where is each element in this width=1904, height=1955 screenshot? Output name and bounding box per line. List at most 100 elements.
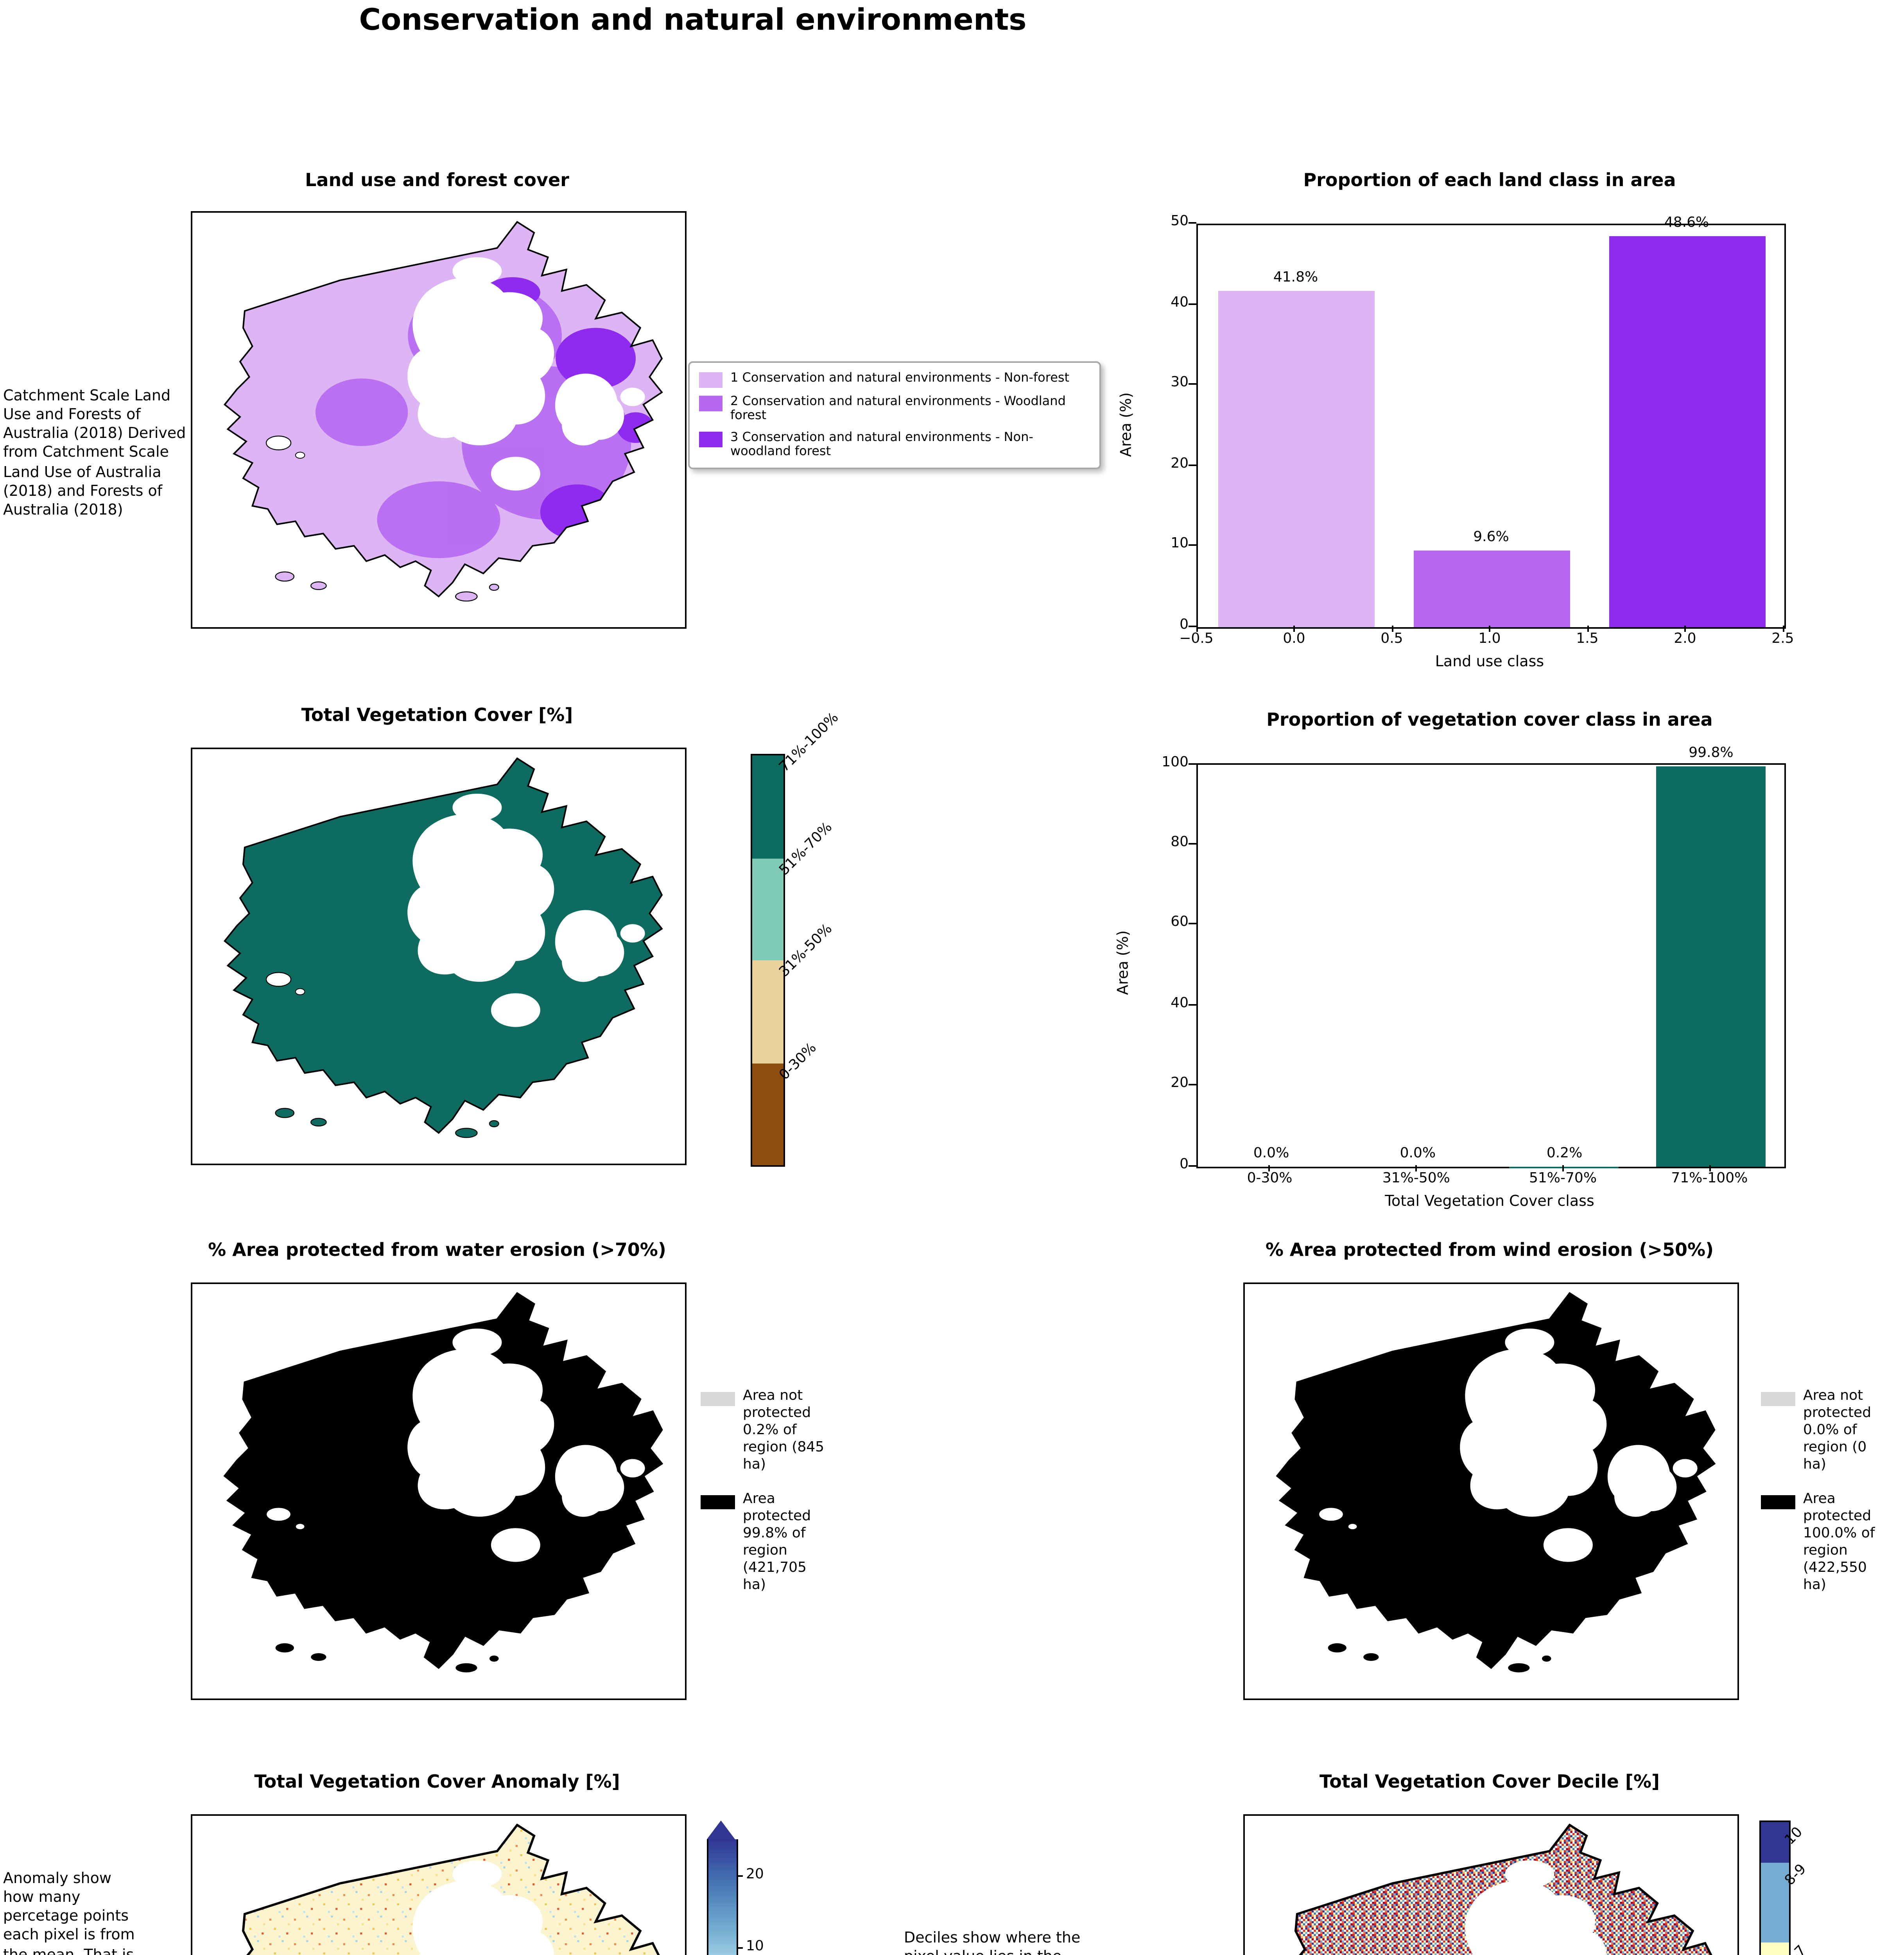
decile-colorbar: [1759, 1820, 1791, 1955]
y-tick-label: 20: [1171, 456, 1189, 472]
region-islands: [1328, 1643, 1551, 1673]
colorbar-segment: [1761, 1862, 1789, 1942]
legend-swatch-nonwoodland: [699, 431, 723, 447]
bar-land-class-0: [1217, 291, 1374, 627]
colorbar-segment: [752, 960, 783, 1063]
tick-mark: [1489, 626, 1490, 632]
colorbar-segment: [752, 1063, 783, 1165]
decile-map: [1243, 1814, 1739, 1955]
tick-mark: [1391, 626, 1393, 632]
tick-mark: [1189, 625, 1196, 626]
veg-cover-map-svg: [224, 757, 663, 1139]
bar-value-label: 41.8%: [1273, 271, 1318, 287]
colorbar-segment: [1761, 1822, 1789, 1862]
legend-item: Area not protected 0.0% of region (0 ha): [1761, 1389, 1894, 1474]
y-tick-label: 40: [1171, 995, 1189, 1012]
legend-swatch-protected: [701, 1495, 735, 1509]
legend-label: Area not protected 0.0% of region (0 ha): [1803, 1389, 1872, 1473]
legend-swatch-protected: [1761, 1495, 1795, 1509]
legend-label: Area not protected 0.2% of region (845 h…: [743, 1389, 825, 1473]
land-class-chart-ylabel: Area (%): [1118, 392, 1136, 457]
tick-mark: [1189, 1164, 1196, 1166]
tick-mark: [1189, 762, 1196, 764]
tick-mark: [1782, 626, 1784, 632]
bar-value-label: 0.0%: [1400, 1146, 1436, 1162]
x-tick-label: 0-30%: [1247, 1171, 1293, 1187]
water-erosion-legend: Area not protected 0.2% of region (845 h…: [701, 1389, 834, 1612]
water-erosion-map-svg: [192, 1284, 685, 1673]
veg-class-chart-plot: 0.0% 0.0% 0.2% 99.8%: [1196, 745, 1786, 1168]
tick-mark: [1562, 1165, 1564, 1171]
colorbar-segment: [752, 755, 783, 858]
land-use-caption: Catchment Scale Land Use and Forests of …: [3, 388, 186, 519]
anomaly-title: Total Vegetation Cover Anomaly [%]: [254, 1770, 620, 1792]
y-tick-label: 60: [1171, 915, 1189, 931]
bar-veg-class-2: [1510, 1166, 1619, 1167]
anomaly-colorbar: [707, 1839, 738, 1955]
anomaly-caption: Anomaly show how many percetage points e…: [3, 1871, 138, 1955]
tick-mark: [1684, 626, 1686, 632]
colorbar-tick-label: 10: [746, 1939, 764, 1955]
colorbar-tick-label: 20: [746, 1867, 764, 1883]
x-tick-label: 0.5: [1380, 632, 1403, 647]
y-tick-label: 20: [1171, 1076, 1189, 1092]
wind-erosion-title: % Area protected from wind erosion (>50%…: [1265, 1239, 1714, 1261]
tick-mark: [737, 1874, 743, 1876]
legend-swatch-woodland: [699, 396, 723, 411]
colorbar-label: 71%-100%: [777, 710, 843, 776]
veg-class-chart-xlabel: Total Vegetation Cover class: [1385, 1193, 1594, 1211]
x-tick-label: −0.5: [1179, 632, 1214, 647]
legend-label: 2 Conservation and natural environments …: [730, 394, 1066, 423]
anomaly-map: [191, 1814, 687, 1955]
tick-mark: [1189, 383, 1196, 385]
legend-item: 1 Conservation and natural environments …: [699, 371, 1090, 388]
tick-mark: [737, 1947, 743, 1949]
tick-mark: [1189, 923, 1196, 925]
wind-erosion-map: [1243, 1282, 1739, 1700]
region-islands: [274, 571, 500, 602]
veg-class-chart-ylabel: Area (%): [1115, 930, 1133, 995]
veg-cover-map: [191, 748, 687, 1165]
tick-mark: [1189, 544, 1196, 546]
land-class-chart-xlabel: Land use class: [1435, 654, 1544, 671]
legend-swatch-not-protected: [701, 1392, 735, 1406]
tick-mark: [1189, 464, 1196, 466]
colorbar-label: 51%-70%: [777, 819, 836, 878]
land-use-map-title: Land use and forest cover: [305, 169, 569, 191]
tick-mark: [1189, 1084, 1196, 1086]
anomaly-map-svg: [192, 1816, 685, 1955]
bar-value-label: 9.6%: [1473, 529, 1509, 545]
land-use-map-svg: [224, 221, 663, 602]
region-islands: [275, 1643, 499, 1673]
x-tick-label: 2.0: [1674, 632, 1696, 647]
land-use-legend: 1 Conservation and natural environments …: [688, 361, 1101, 469]
colorbar-label: 31%-50%: [777, 922, 836, 981]
y-tick-label: 0: [1180, 617, 1189, 633]
y-tick-label: 0: [1180, 1157, 1189, 1172]
land-class-chart-plot: 41.8% 9.6% 48.6%: [1196, 216, 1786, 629]
x-tick-label: 51%-70%: [1529, 1171, 1597, 1187]
tick-mark: [1189, 843, 1196, 845]
wind-erosion-legend: Area not protected 0.0% of region (0 ha)…: [1761, 1389, 1894, 1612]
legend-label: Area protected 100.0% of region (422,550…: [1803, 1492, 1875, 1593]
legend-item: Area not protected 0.2% of region (845 h…: [701, 1389, 834, 1474]
legend-item: Area protected 100.0% of region (422,550…: [1761, 1492, 1894, 1594]
y-tick-label: 50: [1171, 215, 1189, 231]
page-title: Conservation and natural environments: [359, 3, 1027, 38]
bar-value-label: 99.8%: [1689, 745, 1734, 761]
land-class-chart-title: Proportion of each land class in area: [1303, 169, 1676, 191]
tick-mark: [1189, 303, 1196, 305]
legend-item: 2 Conservation and natural environments …: [699, 394, 1090, 424]
legend-swatch-nonforest: [699, 372, 723, 388]
bar-veg-class-3: [1656, 766, 1766, 1167]
decile-title: Total Vegetation Cover Decile [%]: [1319, 1770, 1660, 1792]
bar-value-label: 48.6%: [1664, 216, 1709, 232]
veg-cover-colorbar: [751, 754, 785, 1167]
tick-mark: [1189, 1003, 1196, 1005]
x-tick-label: 31%-50%: [1382, 1171, 1450, 1187]
legend-label: 3 Conservation and natural environments …: [730, 430, 1033, 459]
colorbar-segment: [752, 858, 783, 960]
bar-land-class-1: [1413, 550, 1569, 627]
y-tick-label: 80: [1171, 835, 1189, 851]
legend-label: Area protected 99.8% of region (421,705 …: [743, 1492, 811, 1593]
